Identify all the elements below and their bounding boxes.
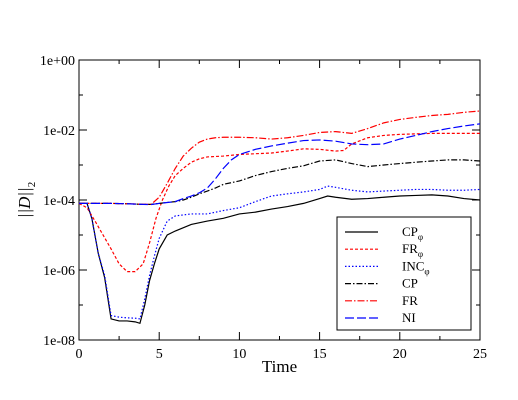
legend-label-5: FR: [402, 293, 418, 308]
y-axis-label-subscript: 2: [26, 182, 38, 188]
x-axis-label: Time: [262, 357, 297, 376]
series-line-5: [79, 110, 481, 205]
y-tick-label: 1e-02: [43, 124, 75, 139]
legend-label-4: CP: [402, 276, 418, 291]
x-tick-label: 0: [76, 347, 83, 362]
series-line-6: [79, 123, 481, 206]
x-tick-label: 5: [156, 347, 163, 362]
y-tick-label: 1e-08: [43, 334, 75, 349]
legend-label-3: INCφ: [402, 258, 430, 276]
series-line-4: [79, 159, 481, 205]
x-tick-label: 10: [232, 347, 246, 362]
series-line-1: [79, 194, 481, 325]
series-line-2: [78, 132, 480, 273]
legend-box: [336, 216, 472, 331]
y-tick-label: 1e+00: [40, 54, 75, 69]
x-tick-label: 15: [313, 347, 327, 362]
legend-label-1: CPφ: [402, 224, 423, 242]
x-tick-label: 25: [473, 347, 487, 362]
y-axis-label: ||D||2: [15, 182, 38, 218]
x-tick-label: 20: [393, 347, 407, 362]
series-line-3: [79, 185, 481, 320]
y-tick-label: 1e-06: [43, 264, 75, 279]
legend-label-2: FRφ: [402, 241, 423, 259]
y-axis-label-group: ||D||2: [15, 182, 38, 218]
legend-label-6: NI: [402, 310, 416, 325]
y-tick-label: 1e-04: [43, 194, 75, 209]
